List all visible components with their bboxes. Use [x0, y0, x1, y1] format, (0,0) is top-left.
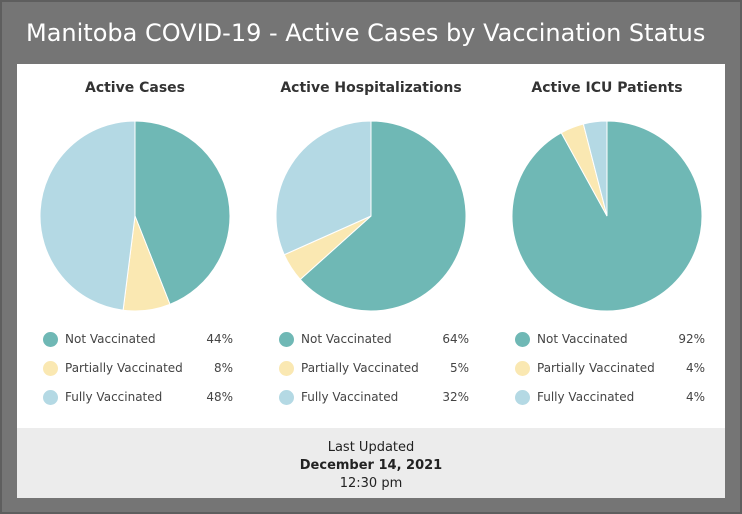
- legend-swatch: [515, 332, 530, 347]
- legend-active-cases: Not Vaccinated 44% Partially Vaccinated 8% F…: [43, 330, 233, 417]
- chart-active-hospitalizations: Active Hospitalizations Not Vaccinated 64…: [253, 64, 489, 428]
- chart-title: Active Hospitalizations: [280, 80, 462, 96]
- page-title: Manitoba COVID-19 - Active Cases by Vacc…: [26, 19, 706, 47]
- pie-slice-not-vaccinated: [299, 120, 467, 312]
- pie-chart-active-cases: [39, 120, 231, 312]
- legend-item-partially-vaccinated: Partially Vaccinated 5%: [279, 359, 469, 388]
- pie-slice-fully-vaccinated: [39, 120, 136, 311]
- legend-value: 64%: [442, 332, 469, 346]
- legend-label: Not Vaccinated: [537, 332, 628, 346]
- pie-chart-active-icu-patients: [511, 120, 703, 312]
- last-updated-date: December 14, 2021: [299, 458, 443, 473]
- legend-label: Fully Vaccinated: [65, 390, 163, 404]
- chart-title: Active ICU Patients: [531, 80, 683, 96]
- legend-item-not-vaccinated: Not Vaccinated 64%: [279, 330, 469, 359]
- charts-panel: Active Cases Not Vaccinated 44% Partially …: [17, 64, 725, 428]
- legend-label: Partially Vaccinated: [301, 361, 419, 375]
- legend-label: Not Vaccinated: [65, 332, 156, 346]
- legend-active-hospitalizations: Not Vaccinated 64% Partially Vaccinated 5% F…: [279, 330, 469, 417]
- legend-value: 44%: [206, 332, 233, 346]
- last-updated-footer: Last Updated December 14, 2021 12:30 pm: [17, 428, 725, 498]
- legend-value: 4%: [685, 390, 705, 404]
- legend-label: Not Vaccinated: [301, 332, 392, 346]
- legend-item-partially-vaccinated: Partially Vaccinated 4%: [515, 359, 705, 388]
- last-updated-label: Last Updated: [327, 440, 415, 455]
- legend-label: Partially Vaccinated: [537, 361, 655, 375]
- legend-value: 92%: [678, 332, 705, 346]
- legend-swatch: [279, 390, 294, 405]
- legend-item-fully-vaccinated: Fully Vaccinated 48%: [43, 388, 233, 417]
- legend-swatch: [515, 390, 530, 405]
- pie-slice-fully-vaccinated: [275, 120, 372, 256]
- legend-label: Fully Vaccinated: [301, 390, 399, 404]
- legend-swatch: [43, 332, 58, 347]
- chart-active-cases: Active Cases Not Vaccinated 44% Partially …: [17, 64, 253, 428]
- legend-value: 4%: [685, 361, 705, 375]
- legend-item-partially-vaccinated: Partially Vaccinated 8%: [43, 359, 233, 388]
- legend-swatch: [43, 361, 58, 376]
- legend-swatch: [515, 361, 530, 376]
- legend-label: Partially Vaccinated: [65, 361, 183, 375]
- pie-chart-active-hospitalizations: [275, 120, 467, 312]
- pie-slice-fully-vaccinated: [582, 120, 608, 217]
- chart-title: Active Cases: [84, 80, 185, 96]
- legend-value: 48%: [206, 390, 233, 404]
- legend-value: 5%: [449, 361, 469, 375]
- chart-active-icu-patients: Active ICU Patients Not Vaccinated 92% Par…: [489, 64, 725, 428]
- legend-swatch: [279, 332, 294, 347]
- pie-slice-not-vaccinated: [134, 120, 231, 305]
- last-updated-time: 12:30 pm: [339, 476, 403, 491]
- legend-item-not-vaccinated: Not Vaccinated 44%: [43, 330, 233, 359]
- legend-swatch: [279, 361, 294, 376]
- legend-value: 8%: [213, 361, 233, 375]
- legend-item-not-vaccinated: Not Vaccinated 92%: [515, 330, 705, 359]
- legend-item-fully-vaccinated: Fully Vaccinated 4%: [515, 388, 705, 417]
- legend-item-fully-vaccinated: Fully Vaccinated 32%: [279, 388, 469, 417]
- legend-value: 32%: [442, 390, 469, 404]
- legend-swatch: [43, 390, 58, 405]
- legend-active-icu-patients: Not Vaccinated 92% Partially Vaccinated 4% F…: [515, 330, 705, 417]
- legend-label: Fully Vaccinated: [537, 390, 635, 404]
